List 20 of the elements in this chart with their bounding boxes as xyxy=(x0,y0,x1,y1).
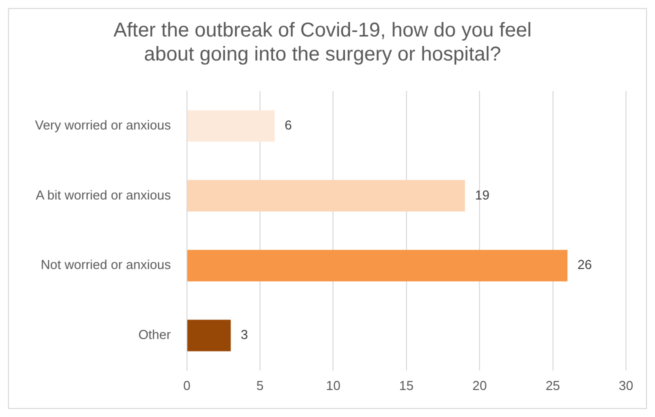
bar xyxy=(187,250,568,282)
x-tick-label: 20 xyxy=(472,378,487,393)
bar xyxy=(187,180,465,212)
bar xyxy=(187,110,275,142)
data-label: 19 xyxy=(474,187,490,202)
x-tick-label: 0 xyxy=(183,378,190,393)
x-tick-label: 30 xyxy=(618,378,634,393)
bar xyxy=(187,320,231,352)
chart-title: After the outbreak of Covid-19, how do you feel about going into the surgery or hospital? xyxy=(113,20,532,66)
data-label: 26 xyxy=(577,257,592,272)
y-tick-label: Not worried or anxious xyxy=(40,257,172,272)
y-tick-label: Other xyxy=(138,327,172,342)
x-tick-label: 25 xyxy=(546,378,560,393)
x-tick-label: 10 xyxy=(326,378,340,393)
y-tick-label: Very worried or anxious xyxy=(34,118,172,133)
x-tick-label: 5 xyxy=(256,378,264,393)
data-label: 6 xyxy=(284,118,292,133)
data-label: 3 xyxy=(240,327,248,342)
y-tick-label: A bit worried or anxious xyxy=(36,187,172,202)
x-tick-label: 15 xyxy=(399,378,414,393)
